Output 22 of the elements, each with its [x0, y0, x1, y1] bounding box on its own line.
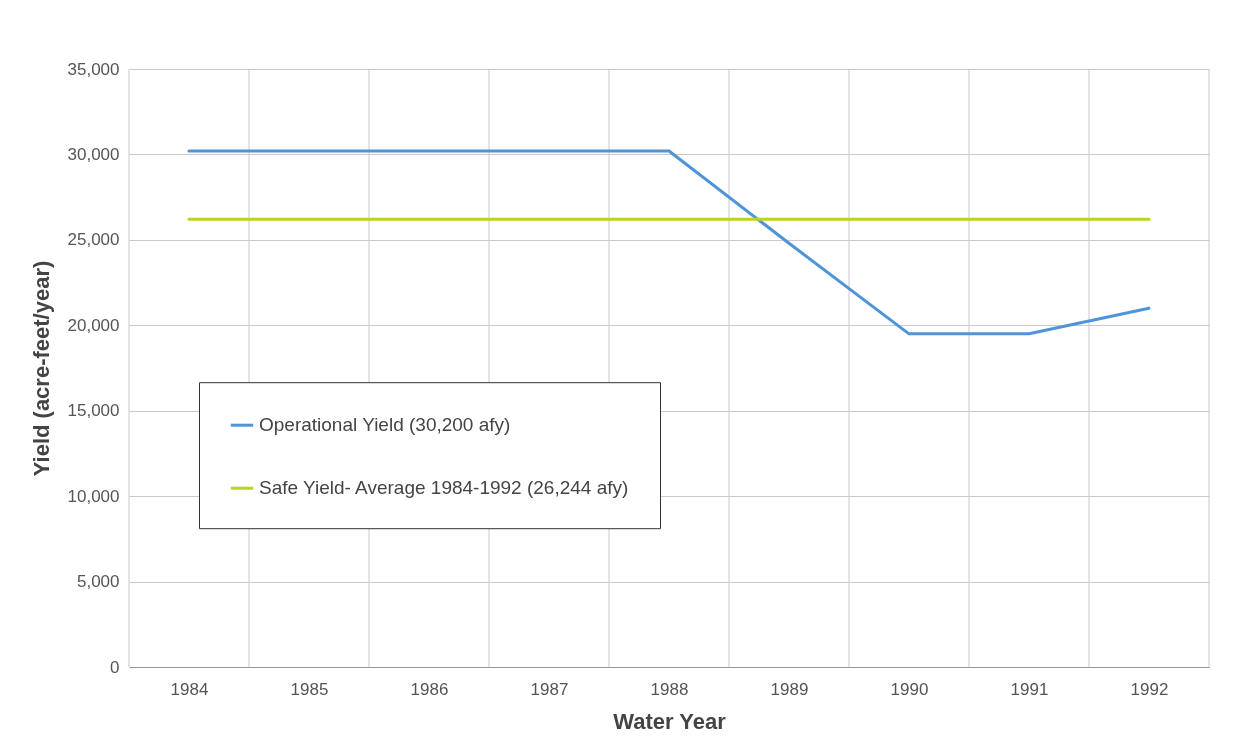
x-tick-label: 1992: [1130, 679, 1169, 699]
y-tick-label: 30,000: [67, 144, 120, 164]
y-tick-label: 0: [110, 657, 120, 677]
x-tick-label: 1991: [1010, 679, 1049, 699]
x-tick-label: 1990: [890, 679, 929, 699]
legend-label: Safe Yield- Average 1984-1992 (26,244 afy): [259, 477, 629, 499]
y-axis-title: Yield (acre-feet/year): [28, 260, 54, 477]
legend-label: Operational Yield (30,200 afy): [259, 414, 511, 436]
y-tick-label: 20,000: [67, 315, 120, 335]
y-tick-label: 10,000: [67, 486, 120, 506]
x-tick-label: 1984: [170, 679, 209, 699]
line-series: [187, 149, 1151, 336]
x-tick-label: 1986: [410, 679, 449, 699]
y-tick-label: 5,000: [76, 572, 120, 592]
y-tick-label: 35,000: [67, 59, 120, 79]
x-tick-label: 1987: [530, 679, 569, 699]
y-tick-label: 25,000: [67, 230, 120, 250]
x-tick-label: 1985: [290, 679, 329, 699]
x-tick-label: 1989: [770, 679, 809, 699]
x-axis-title: Water Year: [613, 708, 727, 734]
y-tick-label: 15,000: [67, 401, 120, 421]
x-tick-label: 1988: [650, 679, 689, 699]
